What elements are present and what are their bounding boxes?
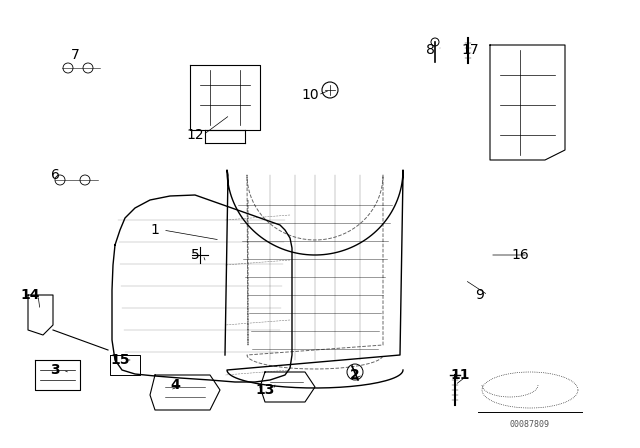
Text: 12: 12 <box>186 128 204 142</box>
Text: 11: 11 <box>451 368 470 382</box>
Text: 8: 8 <box>426 43 435 57</box>
Text: 5: 5 <box>191 248 200 262</box>
Text: 2: 2 <box>350 368 360 382</box>
Text: 14: 14 <box>20 288 40 302</box>
Text: 3: 3 <box>50 363 60 377</box>
Text: 4: 4 <box>170 378 180 392</box>
Text: 16: 16 <box>511 248 529 262</box>
Text: 13: 13 <box>255 383 275 397</box>
Text: 1: 1 <box>150 223 159 237</box>
Text: 00087809: 00087809 <box>510 420 550 429</box>
Text: 10: 10 <box>301 88 319 102</box>
Text: 6: 6 <box>51 168 60 182</box>
Text: 17: 17 <box>461 43 479 57</box>
Text: 7: 7 <box>70 48 79 62</box>
Text: 9: 9 <box>476 288 484 302</box>
Text: 15: 15 <box>110 353 130 367</box>
